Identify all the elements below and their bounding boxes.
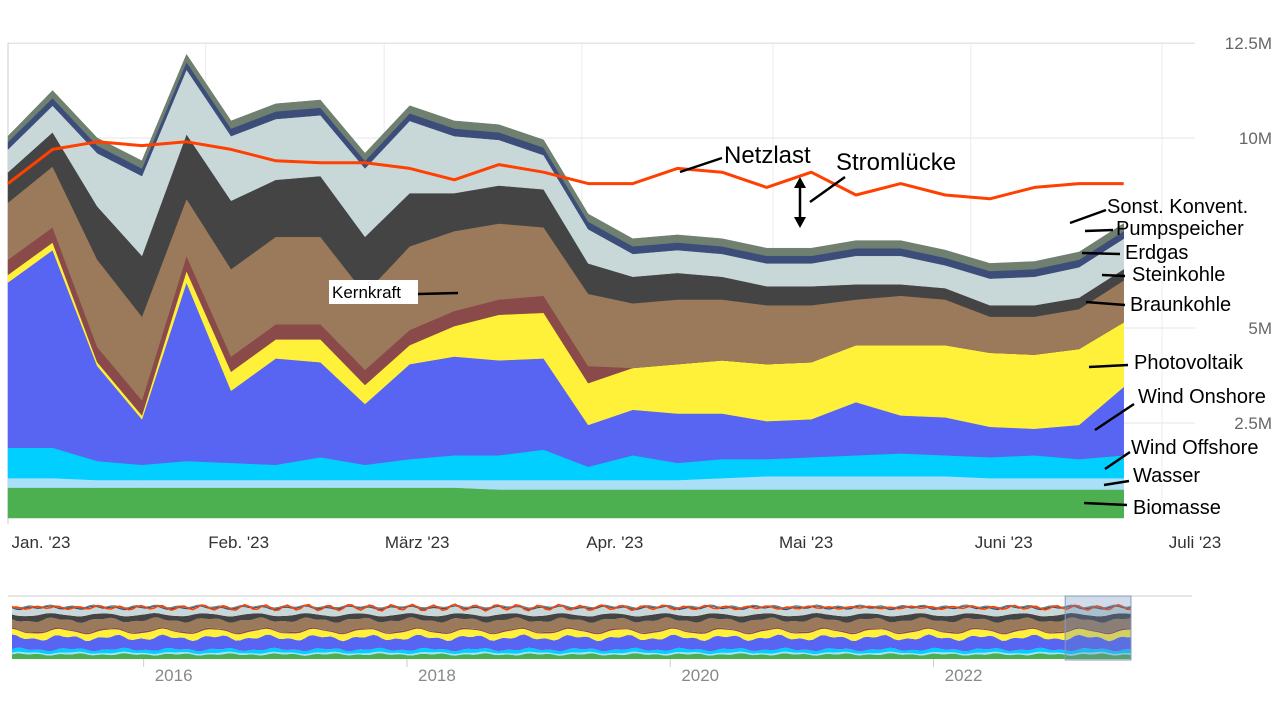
navigator-area-photovoltaik: [12, 628, 1131, 642]
legend-label-photovoltaik: Photovoltaik: [1134, 352, 1244, 374]
legend-label-erdgas: Erdgas: [1125, 242, 1188, 264]
kernkraft-pointer: [417, 291, 459, 296]
legend-pointer-braunkohle: [1085, 300, 1126, 307]
navigator-area-sonst-konvent-: [12, 604, 1131, 609]
netzlast-label: Netzlast: [724, 142, 811, 169]
legend-pointer-erdgas: [1081, 251, 1121, 256]
legend-pointer-wind-offshore: [1104, 450, 1131, 471]
x-tick-label-4: Mai '23: [779, 533, 833, 552]
navigator-area-wind-onshore: [12, 634, 1131, 652]
legend-label-biomasse: Biomasse: [1133, 497, 1221, 519]
navigator-tick-label-0: 2016: [155, 666, 193, 685]
x-tick-label-6: Juli '23: [1169, 533, 1221, 552]
netzlast-pointer: [679, 156, 723, 174]
navigator-area-pumpspeicher: [12, 605, 1131, 611]
legend-label-pumpspeicher: Pumpspeicher: [1116, 218, 1244, 240]
legend-pointer-biomasse: [1083, 501, 1128, 507]
legend-label-wind-onshore: Wind Onshore: [1138, 386, 1266, 408]
navigator-area-wasser: [12, 651, 1131, 656]
x-tick-label-0: Jan. '23: [11, 533, 70, 552]
stromluecke-label: Stromlücke: [836, 149, 956, 176]
area-sonst-konvent-: [7, 53, 1124, 272]
navigator-area-wind-offshore: [12, 647, 1131, 655]
stromluecke-arrowhead-bottom: [794, 217, 806, 228]
legend-pointer-photovoltaik: [1088, 363, 1129, 369]
stromluecke-arrowhead-top: [794, 177, 806, 188]
legend-pointer-pumpspeicher: [1084, 228, 1114, 233]
x-tick-label-2: März '23: [385, 533, 450, 552]
legend-label-sonst-konvent: Sonst. Konvent.: [1107, 196, 1248, 218]
y-tick-label-2: 10M: [1239, 129, 1272, 148]
navigator-area-erdgas: [12, 606, 1131, 617]
y-tick-label-3: 12.5M: [1225, 34, 1272, 53]
stromluecke-pointer: [809, 175, 846, 204]
navigator-area-biomasse: [12, 653, 1131, 659]
line-netzlast: [7, 140, 1124, 201]
legend-label-steinkohle: Steinkohle: [1132, 264, 1225, 286]
kernkraft-label-bg: [329, 280, 418, 304]
navigator-area-braunkohle: [12, 617, 1131, 634]
navigator-area-kernkraft: [12, 627, 1131, 635]
kernkraft-label: Kernkraft: [332, 283, 401, 302]
y-tick-label-1: 5M: [1248, 319, 1272, 338]
navigator-area-steinkohle: [12, 613, 1131, 623]
navigator-selection: [1064, 595, 1132, 661]
legend-label-wasser: Wasser: [1133, 465, 1200, 487]
navigator-tick-label-2: 2020: [681, 666, 719, 685]
legend-label-wind-offshore: Wind Offshore: [1131, 437, 1258, 459]
navigator-tick-label-3: 2022: [945, 666, 983, 685]
legend-pointer-wind-onshore: [1094, 402, 1135, 432]
x-tick-label-5: Juni '23: [975, 533, 1033, 552]
legend-label-braunkohle: Braunkohle: [1130, 294, 1231, 316]
legend-pointer-sonst-konvent: [1069, 208, 1107, 225]
navigator-tick-label-1: 2018: [418, 666, 456, 685]
legend-pointer-wasser: [1103, 479, 1130, 487]
x-tick-label-1: Feb. '23: [208, 533, 269, 552]
x-tick-label-3: Apr. '23: [586, 533, 643, 552]
y-tick-label-0: 2.5M: [1234, 414, 1272, 433]
area-biomasse: [7, 487, 1124, 519]
legend-pointer-steinkohle: [1101, 273, 1126, 278]
navigator-line-netzlast: [11, 603, 1132, 612]
